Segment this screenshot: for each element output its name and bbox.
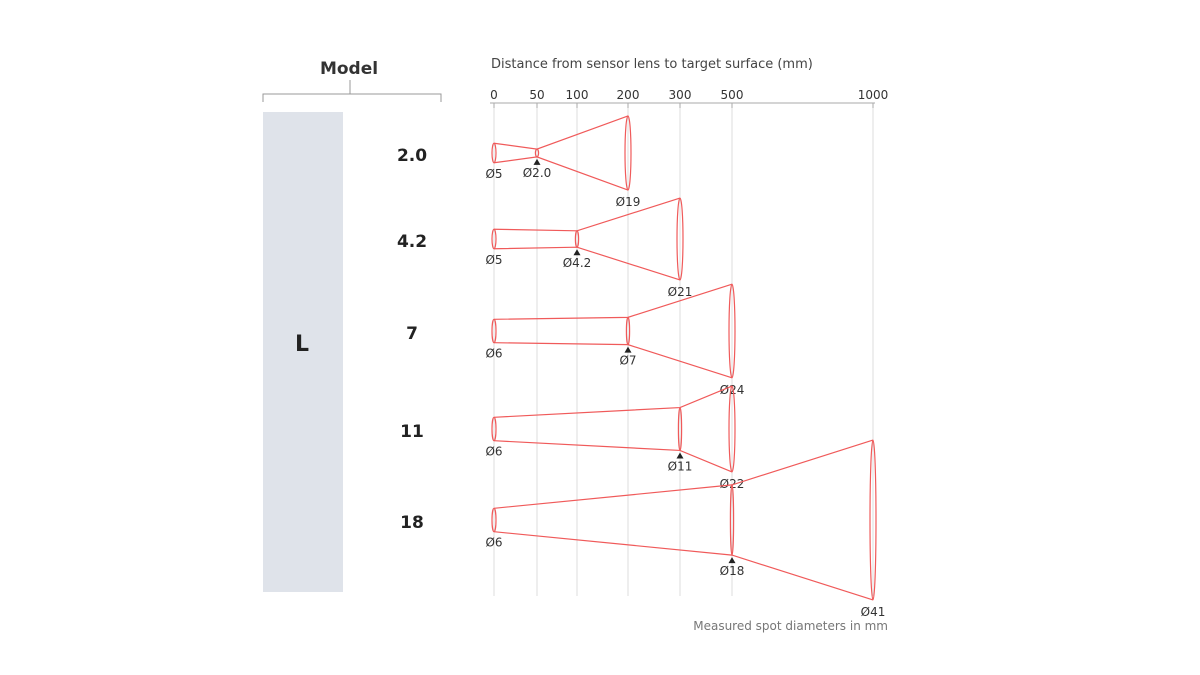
focus-diameter-label: Ø4.2: [563, 256, 592, 270]
series-label: L: [295, 332, 309, 357]
beam-outline: [493, 385, 733, 473]
lens-ellipse: [491, 507, 497, 533]
end-ellipse: [676, 197, 684, 281]
footer-caption: Measured spot diameters in mm: [693, 619, 888, 633]
focus-ellipse: [534, 148, 540, 158]
beam-profiles: 2.0 Ø5 Ø2.0 Ø19 4.2 Ø5 Ø4.2 Ø21 7 Ø6 Ø7 Ø24 11 Ø6 Ø11 Ø…: [397, 115, 886, 619]
tick-label: 100: [566, 88, 589, 102]
lens-diameter-label: Ø5: [485, 167, 502, 181]
end-diameter-label: Ø24: [720, 383, 745, 397]
focus-ellipse: [625, 316, 631, 346]
grid-lines: [493, 104, 874, 596]
beam-model-18: 18 Ø6 Ø18 Ø41: [400, 439, 886, 619]
focus-marker: [624, 346, 632, 353]
focus-marker: [676, 452, 684, 459]
model-name: 4.2: [397, 232, 427, 252]
beam-outline: [493, 283, 733, 379]
end-diameter-label: Ø19: [616, 195, 641, 209]
series-bar: [263, 112, 343, 592]
lens-ellipse: [491, 228, 497, 250]
lens-diameter-label: Ø6: [485, 536, 502, 550]
focus-ellipse: [574, 230, 580, 248]
axis-title: Distance from sensor lens to target surf…: [491, 57, 813, 72]
tick-label: 500: [721, 88, 744, 102]
end-diameter-label: Ø21: [668, 285, 693, 299]
lens-ellipse: [491, 142, 497, 164]
tick-label: 1000: [858, 88, 889, 102]
focus-diameter-label: Ø7: [619, 354, 636, 368]
beam-model-2-0: 2.0 Ø5 Ø2.0 Ø19: [397, 115, 641, 209]
end-ellipse: [869, 439, 877, 601]
model-header: Model: [320, 59, 378, 79]
lens-ellipse: [491, 318, 497, 344]
axis-ticks: 0 50 100 200 300 500 1000: [490, 88, 888, 108]
focus-marker: [573, 249, 581, 256]
beam-outline: [493, 115, 629, 191]
focus-marker: [728, 557, 736, 564]
focus-diameter-label: Ø18: [720, 564, 745, 578]
end-ellipse: [728, 283, 736, 379]
model-name: 2.0: [397, 146, 427, 166]
lens-diameter-label: Ø6: [485, 347, 502, 361]
model-name: 11: [400, 422, 424, 442]
end-ellipse: [624, 115, 632, 191]
focus-ellipse: [729, 484, 735, 556]
tick-label: 300: [669, 88, 692, 102]
lens-diameter-label: Ø6: [485, 445, 502, 459]
model-bracket: [262, 80, 442, 102]
model-name: 7: [406, 324, 418, 344]
model-name: 18: [400, 513, 424, 533]
end-diameter-label: Ø41: [861, 605, 886, 619]
beam-model-4-2: 4.2 Ø5 Ø4.2 Ø21: [397, 197, 693, 299]
tick-label: 50: [529, 88, 544, 102]
beam-model-11: 11 Ø6 Ø11 Ø22: [400, 385, 745, 491]
focus-diameter-label: Ø11: [668, 459, 693, 473]
lens-diameter-label: Ø5: [485, 253, 502, 267]
end-ellipse: [728, 385, 736, 473]
tick-label: 200: [617, 88, 640, 102]
end-diameter-label: Ø22: [720, 477, 745, 491]
beam-model-7: 7 Ø6 Ø7 Ø24: [406, 283, 745, 397]
focus-marker: [533, 158, 541, 165]
tick-label: 0: [490, 88, 498, 102]
focus-ellipse: [677, 406, 683, 452]
focus-diameter-label: Ø2.0: [523, 166, 552, 180]
lens-ellipse: [491, 416, 497, 442]
